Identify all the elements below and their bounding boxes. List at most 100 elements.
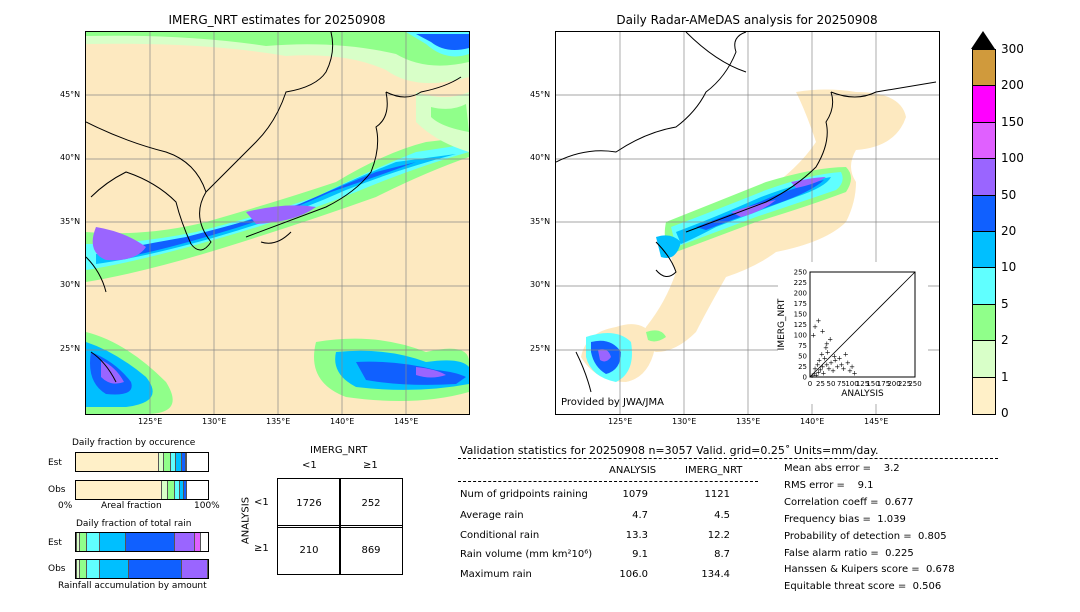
scatter-y-tick: 250 xyxy=(794,269,807,277)
left-rain-field xyxy=(86,32,469,414)
scatter-xlabel: ANALYSIS xyxy=(841,389,884,399)
scatter-point: + xyxy=(824,361,830,369)
scatter-point: + xyxy=(815,317,821,325)
scatter-point: + xyxy=(823,344,829,352)
bar-segment-5-10 xyxy=(86,533,100,551)
bar-segment-0-1 xyxy=(76,560,78,578)
left-lon-label-130: 130°E xyxy=(202,417,227,426)
scatter-point: + xyxy=(821,369,827,377)
occurrence-tick-0: 0% xyxy=(58,501,73,511)
right-map-grid xyxy=(556,32,939,414)
left-lon-label-145: 145°E xyxy=(394,417,419,426)
colorbar-label-3: 100 xyxy=(1001,151,1024,166)
scatter-point: + xyxy=(843,350,849,358)
colorbar-label-7: 5 xyxy=(1001,296,1009,311)
scatter-point: + xyxy=(811,370,817,378)
validation-col-analysis: ANALYSIS xyxy=(609,465,657,476)
left-lat-label-45: 45°N xyxy=(60,90,81,99)
bar-segment-20-50 xyxy=(181,453,186,471)
occurrence-bar-est xyxy=(75,452,209,472)
total-rain-bar-est xyxy=(75,532,209,552)
contingency-title: IMERG_NRT xyxy=(310,445,368,456)
validation-col-line xyxy=(458,481,758,482)
scatter-ylabel: IMERG_NRT xyxy=(777,298,787,350)
stat-analysis-2: 13.3 xyxy=(625,530,648,541)
score-5: False alarm ratio = 0.225 xyxy=(784,548,914,559)
bar-segment-2-5 xyxy=(168,481,175,499)
scatter-point: + xyxy=(830,367,836,375)
right-lat-label-25: 25°N xyxy=(530,344,551,353)
stat-label-4: Maximum rain xyxy=(460,569,532,580)
scatter-point: + xyxy=(822,355,828,363)
contingency-cell-00: 1726 xyxy=(277,478,341,528)
right-map xyxy=(555,31,940,415)
colorbar-label-2: 150 xyxy=(1001,114,1024,129)
stat-label-3: Rain volume (mm km²10⁶) xyxy=(460,549,593,560)
bar-segment-20-50 xyxy=(184,481,187,499)
scatter-x-tick: 200 xyxy=(887,380,900,388)
bar-segment-10-20 xyxy=(99,533,127,551)
left-map-grid xyxy=(86,32,469,414)
scatter-point: + xyxy=(832,357,838,365)
scatter-x-tick: 225 xyxy=(898,380,911,388)
stat-imerg-4: 134.4 xyxy=(701,569,730,580)
scatter-y-tick: 50 xyxy=(798,353,807,361)
colorbar-label-0: 300 xyxy=(1001,42,1024,56)
scatter-point: + xyxy=(839,361,845,369)
scatter-point: + xyxy=(815,368,821,376)
validation-header: Validation statistics for 20250908 n=305… xyxy=(460,444,879,457)
scatter-point: + xyxy=(813,371,819,379)
left-lat-label-25: 25°N xyxy=(60,344,81,353)
score-1: RMS error = 9.1 xyxy=(784,480,874,491)
right-lat-label-35: 35°N xyxy=(530,217,551,226)
contingency-row-ge1: ≥1 xyxy=(254,543,269,554)
colorbar-label-9: 1 xyxy=(1001,369,1009,384)
scatter-y-tick: 25 xyxy=(798,363,807,371)
colorbar-segment-9 xyxy=(972,376,996,415)
contingency-row-header: ANALYSIS xyxy=(240,496,252,545)
score-2: Correlation coeff = 0.677 xyxy=(784,497,914,508)
contingency-col-lt1: <1 xyxy=(302,460,317,471)
contingency-cell-01: 252 xyxy=(339,478,403,528)
left-lat-label-30: 30°N xyxy=(60,280,81,289)
left-map xyxy=(85,31,470,415)
contingency-col-ge1: ≥1 xyxy=(363,460,378,471)
left-lon-label-125: 125°E xyxy=(138,417,163,426)
bar-segment-1-2 xyxy=(77,533,80,551)
left-lat-label-35: 35°N xyxy=(60,217,81,226)
right-lon-label-145: 145°E xyxy=(864,417,889,426)
bar-segment-50-100 xyxy=(175,533,195,551)
total-rain-xlabel: Rainfall accumulation by amount xyxy=(58,581,207,591)
contingency-cell-10: 210 xyxy=(277,525,341,575)
occurrence-title: Daily fraction by occurence xyxy=(72,438,196,448)
colorbar-label-8: 2 xyxy=(1001,333,1009,348)
contingency-row-lt1: <1 xyxy=(254,497,269,508)
stat-imerg-2: 12.2 xyxy=(707,530,730,541)
right-map-title: Daily Radar-AMeDAS analysis for 20250908 xyxy=(616,13,878,27)
right-rain-field xyxy=(581,89,906,382)
scatter-plot: 0025255050757510010012512515015017517520… xyxy=(777,269,922,400)
stat-imerg-0: 1121 xyxy=(704,489,730,500)
data-credit: Provided by JWA/JMA xyxy=(561,397,664,408)
scatter-y-tick: 100 xyxy=(794,332,807,340)
right-lat-label-45: 45°N xyxy=(530,90,551,99)
bar-segment-20-50 xyxy=(128,560,182,578)
stat-analysis-3: 9.1 xyxy=(632,549,648,560)
colorbar-label-6: 10 xyxy=(1001,260,1017,275)
scatter-point: + xyxy=(818,366,824,374)
bar-segment-100-150 xyxy=(194,533,202,551)
colorbar-segment-3 xyxy=(972,158,996,196)
scatter-x-tick: 75 xyxy=(837,380,846,388)
right-lon-label-130: 130°E xyxy=(672,417,697,426)
scatter-point: + xyxy=(827,336,833,344)
right-lon-label-135: 135°E xyxy=(736,417,761,426)
left-lon-label-135: 135°E xyxy=(266,417,291,426)
score-6: Hanssen & Kuipers score = 0.678 xyxy=(784,564,955,575)
bar-segment-1-2 xyxy=(161,481,169,499)
occurrence-label-obs: Obs xyxy=(48,485,66,495)
scatter-point: + xyxy=(809,372,815,380)
left-coastline xyxy=(86,32,462,383)
occurrence-tick-100: 100% xyxy=(194,501,220,511)
scatter-x-tick: 150 xyxy=(866,380,879,388)
scatter-y-tick: 175 xyxy=(794,300,807,308)
